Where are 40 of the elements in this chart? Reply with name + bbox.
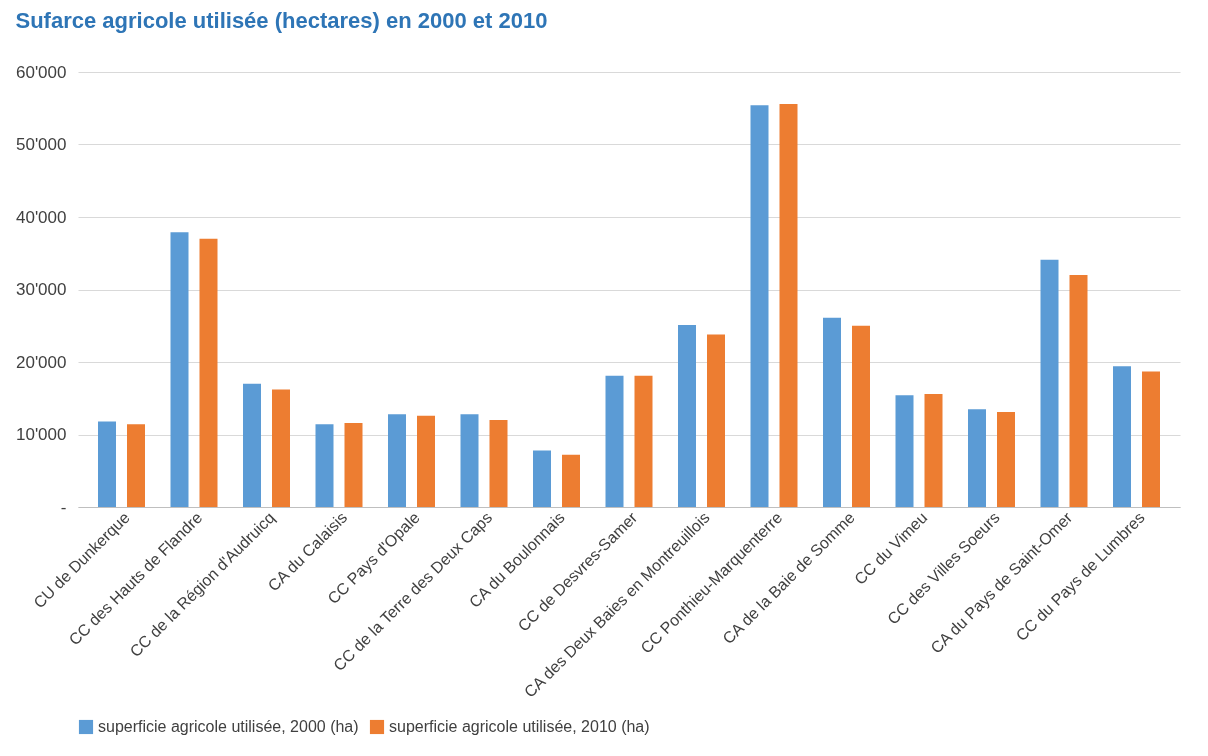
bar: [460, 414, 479, 507]
bar: [315, 424, 334, 507]
bar: [968, 409, 986, 507]
bar: [272, 389, 290, 507]
bar: [199, 238, 218, 507]
bar: [605, 375, 624, 507]
bar: [98, 421, 116, 507]
y-tick-label: 30'000: [15, 280, 67, 299]
y-tick-label: 50'000: [15, 135, 67, 154]
bar: [1142, 371, 1160, 507]
bar: [852, 325, 870, 507]
bar: [823, 317, 841, 507]
bar: [388, 414, 406, 507]
legend-label: superficie agricole utilisée, 2000 (ha): [98, 718, 359, 735]
bar: [127, 424, 145, 507]
bar: [1069, 275, 1088, 507]
bar: [489, 420, 508, 507]
bar: [417, 415, 435, 507]
bar: [707, 334, 725, 507]
bar: [1113, 366, 1131, 507]
y-tick-label: -: [60, 497, 67, 517]
bar: [779, 103, 798, 507]
bar: [562, 454, 580, 507]
legend-label: superficie agricole utilisée, 2010 (ha): [389, 718, 650, 735]
bar: [924, 393, 943, 507]
bar: [344, 422, 363, 507]
y-tick-label: 60'000: [15, 62, 67, 82]
bar: [750, 105, 769, 507]
chart-title: Sufarce agricole utilisée (hectares) en 2000 et 2010: [15, 8, 548, 33]
bar: [533, 450, 551, 507]
bar: [678, 325, 696, 507]
y-tick-label: 10'000: [15, 425, 67, 444]
y-tick-label: 40'000: [15, 207, 67, 227]
bar: [170, 232, 189, 507]
bar: [1040, 259, 1059, 507]
bar: [243, 383, 261, 507]
y-tick-label: 20'000: [15, 352, 67, 372]
bar: [634, 375, 653, 507]
bar: [997, 412, 1015, 507]
bar: [895, 395, 914, 507]
